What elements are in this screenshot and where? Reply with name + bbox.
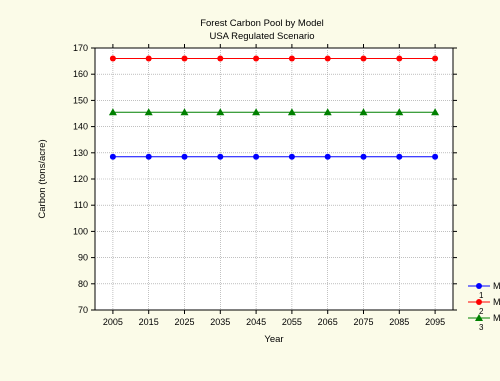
x-tick-label: 2095 xyxy=(425,317,445,327)
data-point xyxy=(217,153,224,160)
y-tick-label: 100 xyxy=(73,226,88,236)
legend-sublabel: 1 xyxy=(479,291,484,300)
data-point xyxy=(288,153,295,160)
data-point xyxy=(109,55,116,62)
data-point xyxy=(396,55,403,62)
y-tick-label: 80 xyxy=(78,279,88,289)
data-point xyxy=(360,55,367,62)
y-axis-label: Carbon (tons/acre) xyxy=(37,139,48,218)
data-point xyxy=(217,55,224,62)
data-point xyxy=(432,153,439,160)
data-point xyxy=(252,108,261,116)
legend-marker xyxy=(475,314,483,321)
y-tick-label: 110 xyxy=(74,200,88,210)
y-tick-label: 70 xyxy=(78,305,88,315)
y-axis-ticks: 70 80 90 100 110 120 130 140 150 160 170 xyxy=(73,43,457,315)
data-point xyxy=(288,55,295,62)
data-point xyxy=(360,153,367,160)
legend-item-1: M1 xyxy=(468,281,500,300)
data-point xyxy=(145,153,152,160)
series-3 xyxy=(108,108,440,116)
data-point xyxy=(432,55,439,62)
x-tick-label: 2075 xyxy=(353,317,373,327)
legend-marker xyxy=(476,299,482,305)
legend-sublabel: 3 xyxy=(479,323,484,332)
y-tick-label: 150 xyxy=(73,95,88,105)
series-1 xyxy=(109,153,439,160)
legend-label: M xyxy=(493,313,500,323)
x-tick-label: 2005 xyxy=(103,317,123,327)
data-point xyxy=(144,108,153,116)
x-tick-label: 2055 xyxy=(282,317,302,327)
data-point xyxy=(359,108,368,116)
chart-subtitle: USA Regulated Scenario xyxy=(209,31,314,42)
x-tick-label: 2045 xyxy=(246,317,266,327)
grid-lines xyxy=(95,48,453,310)
data-point xyxy=(287,108,296,116)
data-point xyxy=(396,153,403,160)
x-tick-label: 2035 xyxy=(210,317,230,327)
data-point xyxy=(253,153,260,160)
data-point xyxy=(180,108,189,116)
x-axis-ticks: 2005 2015 2025 2035 2045 2055 2065 2075 2085 2095 xyxy=(103,44,445,327)
data-point xyxy=(181,153,188,160)
legend-label: M xyxy=(493,281,500,291)
data-point xyxy=(145,55,152,62)
y-tick-label: 90 xyxy=(78,253,88,263)
x-tick-label: 2085 xyxy=(389,317,409,327)
data-point xyxy=(323,108,332,116)
data-point xyxy=(395,108,404,116)
series-layer xyxy=(108,55,440,160)
data-point xyxy=(109,153,116,160)
data-point xyxy=(253,55,260,62)
data-point xyxy=(108,108,117,116)
y-tick-label: 130 xyxy=(73,148,88,158)
legend-label: M xyxy=(493,297,500,307)
y-tick-label: 170 xyxy=(73,43,88,53)
x-axis-label: Year xyxy=(264,334,283,345)
chart-title: Forest Carbon Pool by Model xyxy=(200,18,324,29)
data-point xyxy=(216,108,225,116)
data-point xyxy=(181,55,188,62)
x-tick-label: 2065 xyxy=(318,317,338,327)
y-tick-label: 140 xyxy=(73,122,88,132)
legend-marker xyxy=(476,283,482,289)
y-tick-label: 120 xyxy=(73,174,88,184)
data-point xyxy=(324,153,331,160)
legend-item-3: M3 xyxy=(468,313,500,332)
data-point xyxy=(324,55,331,62)
x-tick-label: 2015 xyxy=(139,317,159,327)
series-2 xyxy=(109,55,439,62)
y-tick-label: 160 xyxy=(73,69,88,79)
data-point xyxy=(431,108,440,116)
legend-sublabel: 2 xyxy=(479,307,484,316)
x-tick-label: 2025 xyxy=(174,317,194,327)
legend-item-2: M2 xyxy=(468,297,500,316)
